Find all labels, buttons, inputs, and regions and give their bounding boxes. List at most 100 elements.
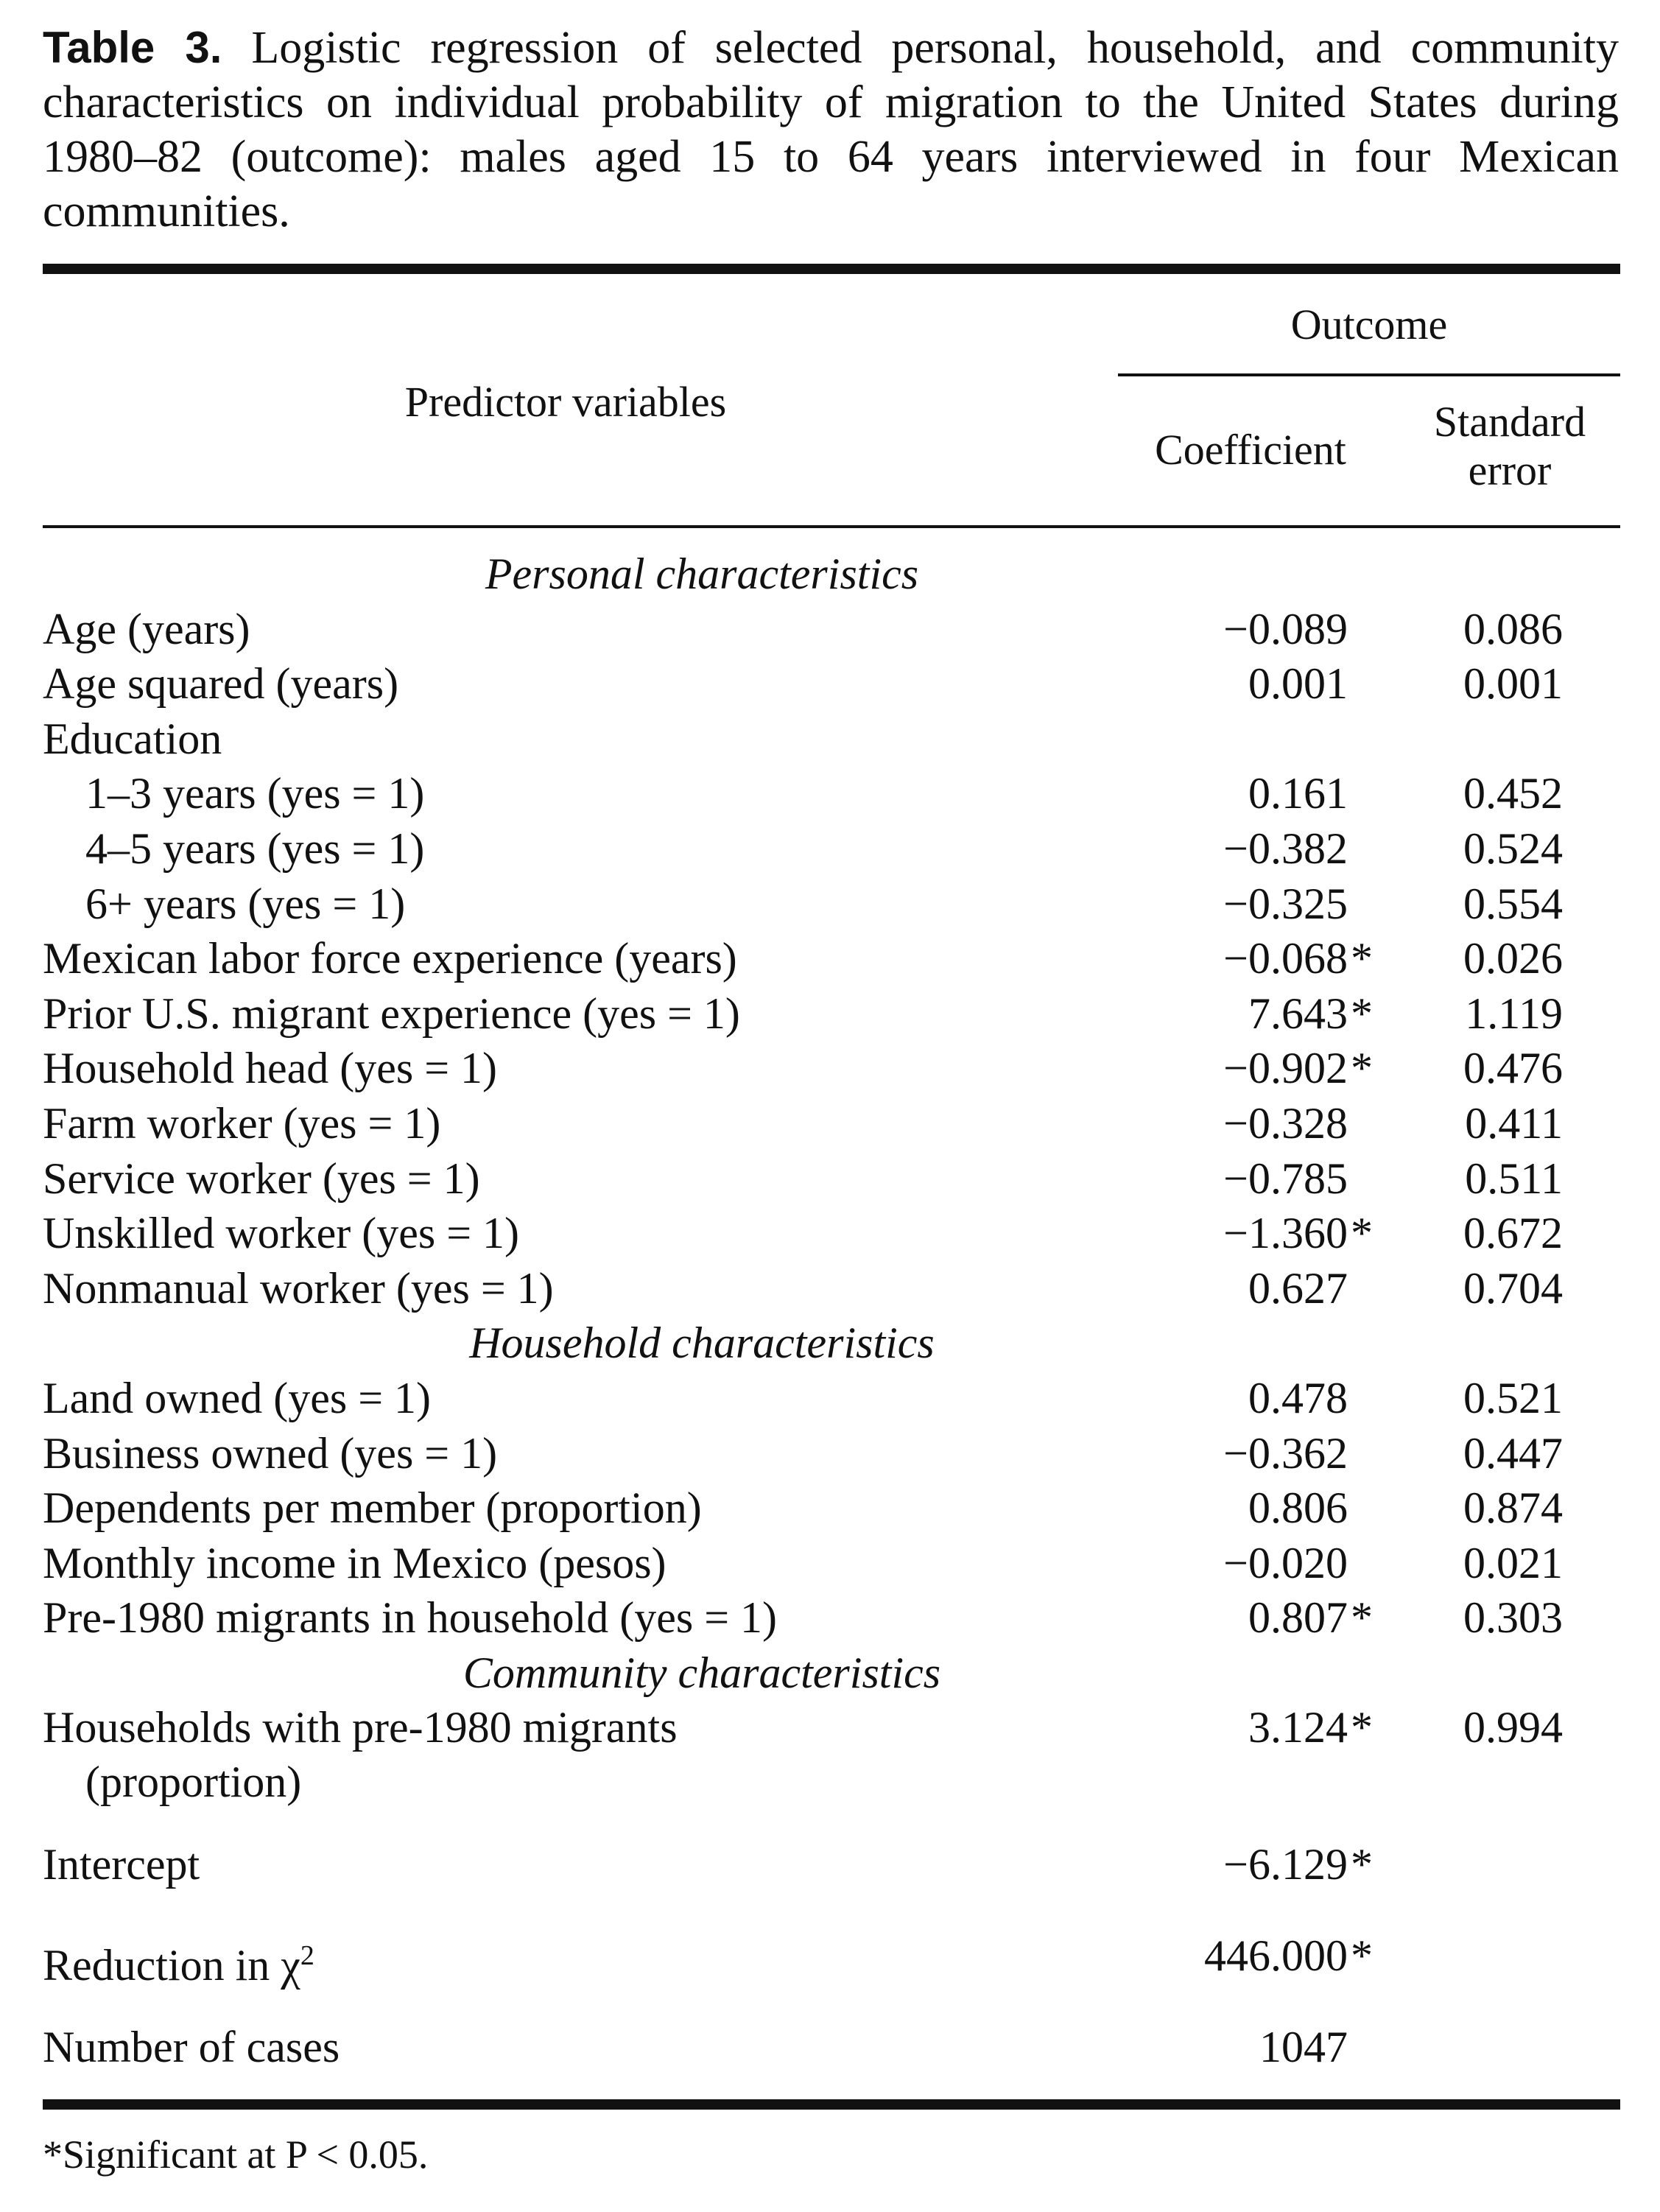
row-label: Prior U.S. migrant experience (yes = 1)	[43, 989, 740, 1038]
coefficient-cell: 1047	[1103, 2020, 1383, 2074]
coefficient-cell: 446.000*	[1103, 1928, 1383, 1983]
coefficient-value: −1.360	[1223, 1209, 1348, 1258]
significance-star: *	[1351, 1931, 1373, 1981]
coefficient-value: −0.328	[1223, 1098, 1348, 1148]
coefficient-value: −0.382	[1223, 824, 1348, 873]
standard-error-cell: 0.026	[1463, 934, 1563, 983]
coefficient-cell: −0.020	[1103, 1536, 1383, 1590]
coefficient-cell: 0.478	[1103, 1371, 1383, 1425]
table-row: Prior U.S. migrant experience (yes = 1) 7…	[43, 986, 1620, 1042]
standard-error-cell: 0.704	[1463, 1263, 1563, 1313]
standard-error-cell: 0.452	[1463, 769, 1563, 818]
table-row: Household head (yes = 1) −0.902* 0.476	[43, 1041, 1620, 1096]
coefficient-value: −0.902	[1223, 1044, 1348, 1093]
coefficient-value: 0.161	[1248, 769, 1348, 818]
coefficient-cell: −6.129*	[1103, 1837, 1383, 1892]
row-label: 4–5 years (yes = 1)	[85, 824, 425, 873]
section-personal: Personal characteristics	[485, 550, 919, 598]
row-label-text: Reduction in χ	[43, 1941, 300, 1990]
table-row: Reduction in χ2 446.000*	[43, 1902, 1620, 1993]
coefficient-value: 0.806	[1248, 1484, 1348, 1533]
row-label: Age squared (years)	[43, 659, 399, 709]
table-label: Table 3.	[43, 23, 222, 72]
coefficient-value: −0.089	[1223, 604, 1348, 653]
standard-error-cell: 0.303	[1463, 1593, 1563, 1643]
row-label: Nonmanual worker (yes = 1)	[43, 1263, 554, 1313]
row-label: Dependents per member (proportion)	[43, 1484, 702, 1533]
coefficient-cell: 0.807*	[1103, 1590, 1383, 1645]
row-label: Age (years)	[43, 604, 250, 653]
coefficient-value: 3.124	[1248, 1703, 1348, 1752]
coefficient-cell: −0.362	[1103, 1426, 1383, 1481]
table-row: Business owned (yes = 1) −0.362 0.447	[43, 1426, 1620, 1481]
section-row: Personal characteristics	[43, 547, 1620, 602]
coefficient-value: 0.807	[1248, 1593, 1348, 1643]
section-row: Community characteristics	[43, 1646, 1620, 1701]
standard-error-cell: 0.476	[1463, 1044, 1563, 1093]
coefficient-cell: −0.785	[1103, 1151, 1383, 1206]
standard-error-cell: 0.554	[1463, 879, 1563, 928]
table-row: Nonmanual worker (yes = 1) 0.627 0.704	[43, 1261, 1620, 1316]
top-rule	[43, 264, 1620, 274]
standard-error-cell: 0.524	[1463, 824, 1563, 873]
standard-error-cell: 0.511	[1465, 1154, 1563, 1203]
table-row: Age (years) −0.089 0.086	[43, 602, 1620, 657]
standard-error-header-line2: error	[1468, 446, 1552, 494]
coefficient-value: 0.001	[1248, 659, 1348, 709]
table-row: Mexican labor force experience (years) −0…	[43, 931, 1620, 986]
table-row: Education	[43, 712, 1620, 767]
row-label: Monthly income in Mexico (pesos)	[43, 1538, 667, 1587]
coefficient-cell: −1.360*	[1103, 1206, 1383, 1260]
row-label: Land owned (yes = 1)	[43, 1373, 432, 1422]
coefficient-value: 0.627	[1248, 1263, 1348, 1313]
coefficient-value: 7.643	[1248, 989, 1348, 1038]
row-label: 6+ years (yes = 1)	[85, 879, 406, 928]
outcome-subrule	[1118, 373, 1620, 376]
coefficient-value: 0.478	[1248, 1373, 1348, 1422]
coefficient-cell: −0.382	[1103, 821, 1383, 876]
coefficient-header: Coefficient	[1155, 426, 1346, 474]
standard-error-cell: 0.001	[1463, 659, 1563, 709]
coefficient-cell: −0.902*	[1103, 1041, 1383, 1095]
table-row: 6+ years (yes = 1) −0.325 0.554	[43, 877, 1620, 932]
superscript: 2	[300, 1940, 314, 1972]
coefficient-value: −0.362	[1223, 1428, 1348, 1478]
standard-error-cell: 0.411	[1465, 1098, 1563, 1148]
section-household: Household characteristics	[469, 1319, 935, 1368]
coefficient-value: −6.129	[1223, 1840, 1348, 1889]
significance-star: *	[1351, 1209, 1373, 1258]
predictor-header: Predictor variables	[404, 378, 727, 426]
significance-star: *	[1351, 934, 1373, 983]
row-label: Business owned (yes = 1)	[43, 1428, 498, 1478]
coefficient-cell: −0.068*	[1103, 931, 1383, 986]
table-row: Land owned (yes = 1) 0.478 0.521	[43, 1371, 1620, 1426]
coefficient-value: −0.020	[1223, 1538, 1348, 1587]
coefficient-cell: 0.161	[1103, 766, 1383, 821]
table-row: Age squared (years) 0.001 0.001	[43, 656, 1620, 712]
coefficient-cell: −0.089	[1103, 602, 1383, 656]
table-row: Unskilled worker (yes = 1) −1.360* 0.672	[43, 1206, 1620, 1261]
coefficient-cell: −0.325	[1103, 877, 1383, 931]
table-row: Service worker (yes = 1) −0.785 0.511	[43, 1151, 1620, 1207]
significance-star: *	[1351, 989, 1373, 1038]
row-label: Mexican labor force experience (years)	[43, 934, 737, 983]
section-community: Community characteristics	[463, 1648, 941, 1697]
row-label: Household head (yes = 1)	[43, 1044, 498, 1093]
table-row: Pre-1980 migrants in household (yes = 1)…	[43, 1590, 1620, 1646]
table-caption: Table 3. Logistic regression of selected…	[43, 21, 1619, 239]
standard-error-cell: 0.021	[1463, 1538, 1563, 1587]
coefficient-value: 446.000	[1204, 1931, 1348, 1981]
significance-star: *	[1351, 1703, 1373, 1752]
standard-error-cell: 0.874	[1463, 1484, 1563, 1533]
standard-error-cell: 1.119	[1465, 989, 1563, 1038]
row-label: Intercept	[43, 1840, 200, 1889]
significance-star: *	[1351, 1840, 1373, 1889]
row-label: Reduction in χ2	[43, 1928, 314, 1992]
coefficient-cell: 0.806	[1103, 1481, 1383, 1535]
standard-error-header-line1: Standard	[1433, 398, 1586, 446]
row-label: Households with pre-1980 migrants	[43, 1703, 678, 1752]
coefficient-value: −0.068	[1223, 934, 1348, 983]
table-footnote: *Significant at P < 0.05.	[43, 2132, 429, 2177]
coefficient-value: −0.785	[1223, 1154, 1348, 1203]
table-row: 1–3 years (yes = 1) 0.161 0.452	[43, 766, 1620, 821]
